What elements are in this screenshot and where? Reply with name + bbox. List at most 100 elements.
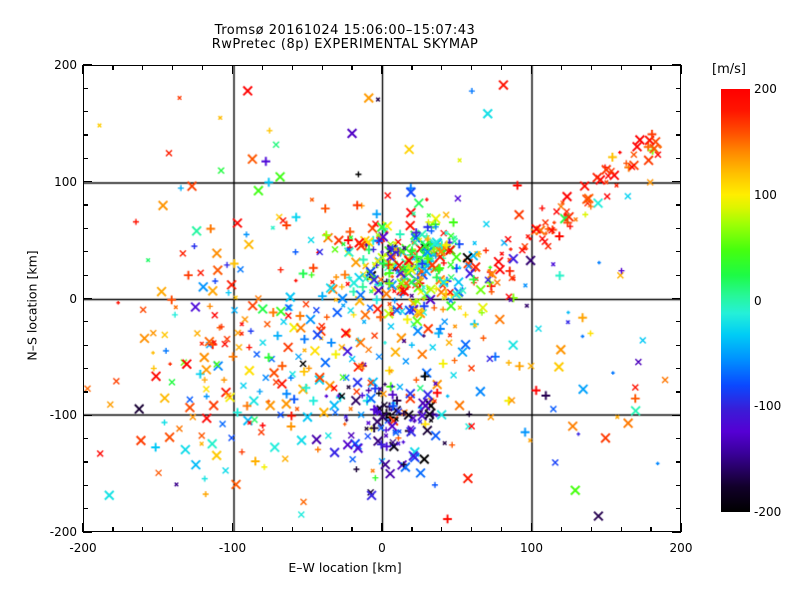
figure-title: Tromsø 20161024 15:06:00–15:07:43 RwPret… (0, 24, 690, 52)
y-tick (83, 531, 92, 533)
x-tick (291, 65, 293, 70)
y-tick-label: -200 (49, 525, 77, 539)
x-tick (201, 65, 204, 70)
y-tick (676, 251, 681, 253)
y-tick (676, 134, 681, 136)
y-tick (676, 227, 681, 230)
x-tick-label: -100 (218, 541, 247, 555)
y-tick (83, 251, 88, 253)
x-tick (590, 527, 592, 532)
x-tick (172, 65, 174, 70)
title-line-2: RwPretec (8p) EXPERIMENTAL SKYMAP (211, 37, 479, 52)
x-tick (172, 527, 174, 532)
title-line-1: Tromsø 20161024 15:06:00–15:07:43 (214, 23, 476, 38)
x-tick (680, 65, 682, 74)
y-tick (676, 274, 681, 276)
y-tick (672, 181, 681, 183)
y-tick (83, 134, 88, 136)
y-tick (83, 391, 88, 393)
y-tick (83, 437, 88, 440)
y-tick (672, 297, 681, 300)
y-tick (676, 391, 681, 393)
y-tick (676, 321, 681, 323)
x-tick (560, 527, 563, 532)
y-tick (83, 227, 88, 230)
x-tick (381, 65, 383, 74)
y-tick (83, 344, 88, 346)
colorbar-tick-label: 200 (754, 82, 777, 96)
x-tick (261, 65, 264, 70)
y-tick (676, 484, 681, 486)
x-tick-label: 100 (520, 541, 543, 555)
y-tick (83, 204, 88, 206)
x-tick (351, 65, 353, 70)
x-tick (231, 65, 234, 74)
x-tick (620, 65, 622, 70)
y-tick (83, 64, 92, 66)
y-tick-label: -100 (49, 408, 77, 423)
x-tick-label: 200 (669, 541, 693, 555)
x-tick (112, 527, 114, 532)
y-tick (83, 367, 88, 370)
x-tick (261, 527, 264, 532)
x-tick (411, 65, 413, 70)
y-tick (676, 437, 681, 440)
x-tick-label: 0 (378, 541, 386, 555)
x-tick (321, 527, 323, 532)
colorbar-gradient (721, 89, 750, 512)
x-tick (291, 527, 293, 532)
colorbar-unit-label: [m/s] (712, 62, 746, 77)
x-tick (142, 527, 144, 532)
x-tick (620, 527, 622, 532)
x-tick (650, 527, 652, 532)
y-tick (83, 111, 88, 113)
x-tick (321, 65, 323, 70)
y-tick (676, 204, 681, 206)
x-tick-label: -200 (69, 541, 97, 555)
colorbar-tick-label: 100 (754, 187, 777, 202)
y-tick (83, 414, 92, 416)
y-tick (83, 181, 92, 183)
x-tick (560, 65, 563, 70)
x-tick (351, 527, 353, 532)
y-tick (676, 157, 681, 160)
x-tick (441, 527, 443, 532)
x-tick (82, 523, 84, 532)
x-tick (112, 65, 114, 70)
y-tick (676, 87, 681, 89)
x-tick (411, 527, 413, 532)
x-tick (82, 65, 84, 74)
y-tick (676, 461, 681, 463)
y-tick-label: 0 (69, 291, 77, 306)
x-tick (590, 65, 592, 70)
x-tick (500, 527, 503, 532)
x-tick (381, 523, 383, 532)
x-tick (650, 65, 652, 70)
colorbar-tick-label: -200 (754, 505, 782, 519)
plot-area (83, 65, 681, 532)
y-tick (672, 414, 681, 416)
y-tick (676, 367, 681, 370)
y-tick (676, 111, 681, 113)
scatter-canvas (84, 66, 680, 531)
y-tick-label: 200 (54, 58, 77, 72)
x-tick (231, 523, 234, 532)
x-tick (500, 65, 503, 70)
x-tick (441, 65, 443, 70)
y-tick (83, 87, 88, 89)
y-tick-label: 100 (54, 174, 77, 189)
x-tick (142, 65, 144, 70)
y-tick (676, 344, 681, 346)
colorbar-tick-label: -100 (754, 399, 782, 414)
x-tick (471, 527, 473, 532)
y-tick (672, 531, 681, 533)
y-tick (83, 484, 88, 486)
y-tick (672, 64, 681, 66)
y-tick (83, 461, 88, 463)
x-tick (680, 523, 682, 532)
y-tick (83, 321, 88, 323)
x-tick (530, 65, 533, 74)
x-tick (471, 65, 473, 70)
y-tick (83, 157, 88, 160)
